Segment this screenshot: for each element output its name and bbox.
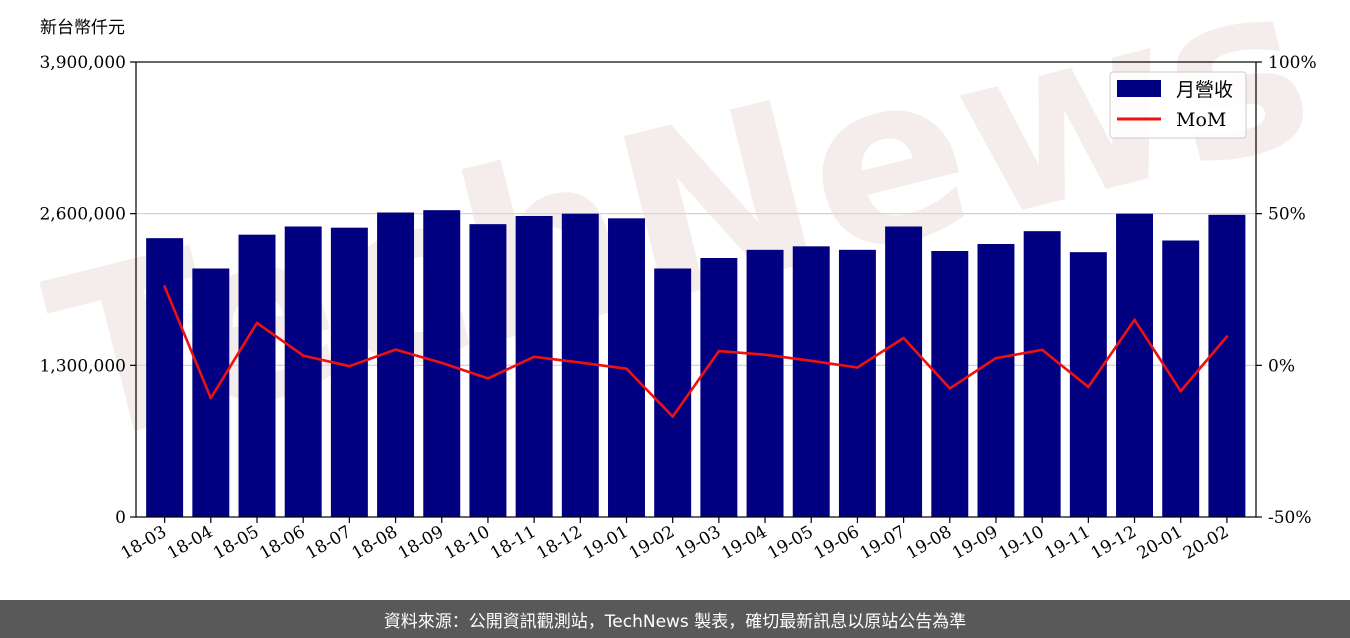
line-series <box>163 285 1229 418</box>
x-tick-label: 20-02 <box>1180 522 1232 564</box>
x-tick-label: 18-07 <box>302 522 354 564</box>
bar-18-06 <box>284 226 322 517</box>
bar-20-02 <box>1208 214 1246 518</box>
bar-18-10 <box>469 224 507 517</box>
y2-tick-label: -50% <box>1268 508 1312 528</box>
legend-line-label: MoM <box>1176 109 1226 131</box>
mom-point-19-12 <box>1133 318 1136 322</box>
bar-19-04 <box>746 249 784 518</box>
bar-19-09 <box>977 244 1015 517</box>
bar-19-10 <box>1023 231 1061 517</box>
bar-18-08 <box>377 212 415 517</box>
mom-point-19-03 <box>717 349 721 353</box>
x-tick-label: 19-06 <box>810 522 862 564</box>
x-tick-label: 19-09 <box>949 522 1001 564</box>
mom-point-19-05 <box>809 359 813 363</box>
bar-20-01 <box>1162 240 1200 517</box>
x-tick-label: 19-01 <box>580 522 632 564</box>
x-tick-label: 18-03 <box>118 522 170 564</box>
bar-18-03 <box>146 238 184 517</box>
x-tick-label: 18-11 <box>487 522 539 564</box>
x-tick-label: 18-04 <box>164 522 216 564</box>
mom-point-18-08 <box>394 348 397 351</box>
bar-19-07 <box>885 226 923 517</box>
mom-point-19-09 <box>994 356 998 360</box>
bar-19-12 <box>1116 213 1154 517</box>
y2-tick-label: 0% <box>1268 356 1295 376</box>
source-footer: 資料來源：公開資訊觀測站，TechNews 製表，確切最新訊息以原站公告為準 <box>0 600 1350 638</box>
mom-point-18-10 <box>486 377 490 380</box>
mom-point-20-01 <box>1179 389 1183 393</box>
legend-bar-swatch <box>1117 80 1161 97</box>
chart-area: 新台幣仟元 TechNews 01,300,0002,600,0003,900,… <box>28 0 1335 564</box>
mom-point-18-11 <box>532 355 536 359</box>
mom-point-19-02 <box>671 415 674 418</box>
mom-point-18-09 <box>440 361 444 365</box>
mom-point-18-07 <box>348 364 351 368</box>
legend: 月營收 MoM <box>1109 71 1247 139</box>
x-tick-label: 19-12 <box>1088 522 1140 564</box>
mom-point-18-06 <box>301 354 305 357</box>
mom-point-19-01 <box>625 367 628 370</box>
x-tick-label: 19-04 <box>718 522 770 564</box>
mom-point-19-08 <box>948 387 952 390</box>
y-tick-label: 1,300,000 <box>39 356 126 376</box>
x-tick-label: 19-05 <box>764 522 816 564</box>
mom-point-18-03 <box>163 285 166 288</box>
x-tick-label: 19-11 <box>1041 522 1093 564</box>
bar-19-03 <box>700 258 738 517</box>
mom-point-19-04 <box>763 353 767 357</box>
y-tick-label: 3,900,000 <box>39 53 126 73</box>
x-tick-label: 18-05 <box>210 522 262 564</box>
mom-point-18-04 <box>209 396 213 400</box>
y-tick-label: 2,600,000 <box>39 205 126 225</box>
bar-19-06 <box>838 249 876 518</box>
bar-series <box>146 210 1246 518</box>
x-tick-label: 18-10 <box>441 522 493 564</box>
bar-18-11 <box>515 216 553 517</box>
x-tick-label: 18-08 <box>349 522 401 564</box>
x-tick-label: 18-06 <box>256 522 308 564</box>
bar-19-08 <box>931 251 969 517</box>
x-tick-label: 20-01 <box>1134 522 1186 564</box>
source-footer-text: 資料來源：公開資訊觀測站，TechNews 製表，確切最新訊息以原站公告為準 <box>383 611 967 632</box>
mom-point-19-10 <box>1040 348 1044 352</box>
y-axis-unit-label: 新台幣仟元 <box>40 18 125 38</box>
bar-18-05 <box>238 234 276 517</box>
mom-point-18-12 <box>579 361 582 364</box>
x-tick-label: 19-03 <box>672 522 724 564</box>
mom-point-19-07 <box>902 336 905 340</box>
x-tick-label: 19-08 <box>903 522 955 564</box>
bar-19-05 <box>792 246 830 518</box>
plot-frame <box>135 61 1257 518</box>
mom-point-19-06 <box>856 366 859 369</box>
x-tick-label: 19-10 <box>995 522 1047 564</box>
x-tick-label: 18-09 <box>395 522 447 564</box>
x-tick-label: 19-02 <box>626 522 678 564</box>
mom-point-19-11 <box>1087 385 1090 389</box>
mom-point-20-02 <box>1225 335 1229 338</box>
mom-point-18-05 <box>255 321 259 325</box>
bar-19-02 <box>654 268 692 517</box>
y-tick-label: 0 <box>115 508 126 528</box>
x-tick-label: 19-07 <box>857 522 909 564</box>
gridlines <box>136 213 1256 366</box>
bar-18-07 <box>330 227 368 517</box>
bar-18-04 <box>192 268 230 517</box>
y2-tick-label: 50% <box>1268 205 1306 225</box>
legend-bar-label: 月營收 <box>1176 79 1233 101</box>
y2-tick-label: 100% <box>1268 53 1317 73</box>
x-tick-label: 18-12 <box>533 522 585 564</box>
mom-line <box>163 286 1228 418</box>
